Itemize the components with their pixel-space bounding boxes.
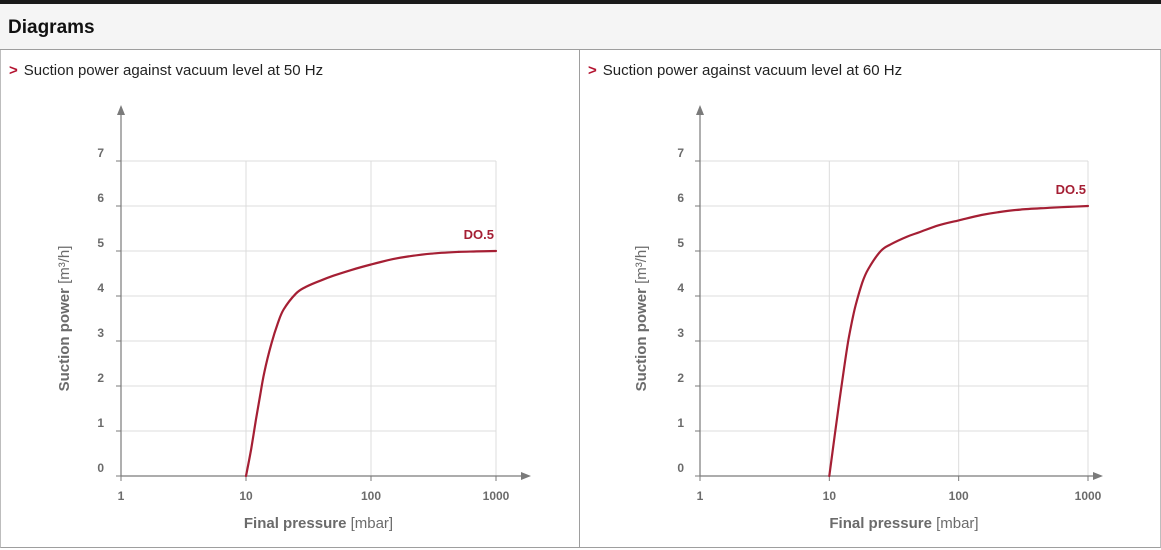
- chart-panel-60hz: > Suction power against vacuum level at 6…: [580, 50, 1161, 548]
- series-label: DO.5: [464, 227, 494, 242]
- x-axis-label: Final pressure [mbar]: [829, 515, 978, 532]
- chevron-right-icon: >: [588, 62, 597, 79]
- x-axis-label-text: Final pressure: [829, 515, 932, 532]
- y-tick-label: 0: [97, 461, 104, 475]
- y-tick-label: 5: [677, 236, 684, 250]
- y-tick-label: 5: [97, 236, 104, 250]
- x-tick-label: 1000: [1075, 489, 1102, 503]
- y-tick-label: 6: [97, 191, 104, 205]
- x-tick-label: 100: [949, 489, 969, 503]
- chart-title-text-50hz: Suction power against vacuum level at 50…: [23, 62, 324, 79]
- x-tick-label: 10: [239, 489, 253, 503]
- x-axis-unit: [mbar]: [346, 515, 393, 532]
- y-tick-label: 1: [677, 416, 684, 430]
- x-tick-label: 1: [697, 489, 704, 503]
- y-tick-label: 1: [97, 416, 104, 430]
- series-line-do-5: [828, 204, 1090, 478]
- y-tick-label: 4: [97, 281, 104, 295]
- y-tick-label: 6: [677, 191, 684, 205]
- x-axis-label: Final pressure [mbar]: [244, 515, 393, 532]
- y-axis-arrow-icon: [696, 105, 704, 115]
- section-title: Diagrams: [8, 17, 95, 38]
- x-axis-arrow-icon: [1093, 472, 1103, 480]
- x-axis-unit: [mbar]: [932, 515, 979, 532]
- x-tick-label: 1: [118, 489, 125, 503]
- y-axis-label-text: Suction power: [633, 288, 650, 392]
- y-tick-label: 3: [97, 326, 104, 340]
- y-tick-label: 7: [677, 146, 684, 160]
- chevron-right-icon: >: [9, 62, 18, 79]
- y-axis-label: Suction power [m³/h]: [633, 246, 650, 392]
- y-axis-label: Suction power [m³/h]: [56, 246, 73, 392]
- y-axis-unit: [m³/h]: [56, 246, 73, 289]
- y-tick-label: 2: [97, 371, 104, 385]
- y-tick-label: 2: [677, 371, 684, 385]
- y-axis-arrow-icon: [117, 105, 125, 115]
- y-tick-label: 0: [677, 461, 684, 475]
- chart-title-50hz: > Suction power against vacuum level at 5…: [9, 62, 323, 79]
- y-tick-label: 3: [677, 326, 684, 340]
- chart-title-text-60hz: Suction power against vacuum level at 60…: [602, 62, 903, 79]
- y-axis-unit: [m³/h]: [633, 246, 650, 289]
- series-line-do-5: [244, 249, 498, 478]
- y-tick-label: 4: [677, 281, 684, 295]
- x-axis-label-text: Final pressure: [244, 515, 347, 532]
- chart-title-60hz: > Suction power against vacuum level at 6…: [588, 62, 902, 79]
- chart-panel-50hz: > Suction power against vacuum level at 5…: [0, 50, 580, 548]
- x-tick-label: 100: [361, 489, 381, 503]
- x-tick-label: 10: [823, 489, 837, 503]
- y-tick-label: 7: [97, 146, 104, 160]
- x-tick-label: 1000: [483, 489, 510, 503]
- header-top-rule: [0, 0, 1161, 4]
- section-header: Diagrams: [0, 4, 1161, 50]
- series-label: DO.5: [1056, 182, 1086, 197]
- y-axis-label-text: Suction power: [56, 288, 73, 392]
- x-axis-arrow-icon: [521, 472, 531, 480]
